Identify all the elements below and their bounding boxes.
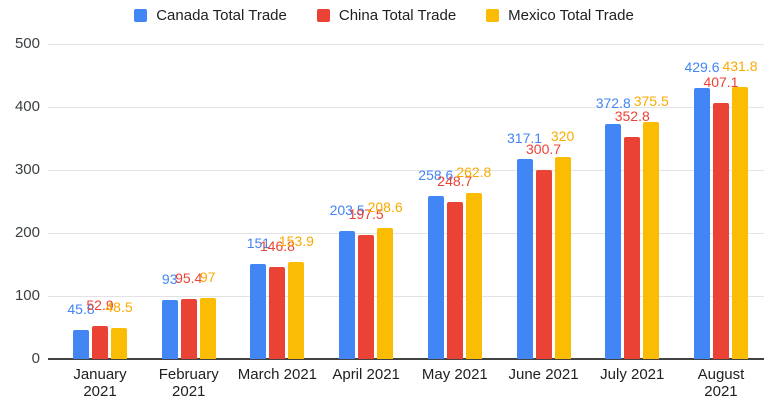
x-axis-label: April 2021 (332, 366, 400, 383)
bar-china-3 (269, 266, 286, 359)
x-axis-label: August 2021 (697, 366, 745, 400)
bar-value-label: 203.5 (329, 201, 365, 218)
bar-value-label: 48.5 (105, 299, 133, 316)
y-axis-tick-200: 200 (14, 224, 40, 241)
y-axis-tick-100: 100 (14, 287, 40, 304)
bar-canada-4 (339, 230, 356, 359)
y-axis-tick-500: 500 (14, 35, 40, 52)
bar-value-label: 153.9 (278, 233, 314, 250)
bar-canada-7 (605, 124, 622, 359)
x-axis-label: May 2021 (421, 366, 488, 383)
bar-value-label: 352.8 (614, 107, 650, 124)
bar-china-1 (92, 325, 108, 359)
legend-item-canada[interactable]: Canada Total Trade (134, 7, 287, 24)
legend-label: China Total Trade (338, 6, 457, 24)
bar-mexico-6 (554, 157, 571, 359)
bar-value-label: 407.1 (703, 73, 739, 90)
gridline-500 (48, 44, 764, 45)
x-axis-label: January 2021 (73, 366, 127, 400)
bar-value-label: 95.4 (175, 269, 203, 286)
x-axis-label: July 2021 (600, 366, 665, 383)
gridline-100 (48, 296, 764, 297)
bar-value-label: 208.6 (367, 198, 403, 215)
bar-value-label: 317.1 (507, 130, 543, 147)
gridline-400 (48, 107, 764, 108)
bar-value-label: 320 (550, 128, 575, 145)
legend-item-china[interactable]: China Total Trade (316, 6, 457, 24)
bar-value-label: 151 (246, 234, 271, 251)
bar-value-label: 52.9 (86, 296, 114, 313)
y-axis-tick-300: 300 (14, 161, 40, 178)
bar-mexico-4 (377, 227, 394, 359)
chart-legend: Canada Total Trade China Total Trade Mexic… (0, 2, 768, 28)
x-axis-label: June 2021 (508, 366, 579, 383)
legend-item-mexico[interactable]: Mexico Total Trade (486, 7, 634, 24)
bar-value-label: 97 (199, 268, 216, 285)
bar-china-7 (624, 136, 641, 359)
bar-value-label: 197.5 (348, 205, 384, 222)
y-axis-tick-0: 0 (31, 350, 40, 367)
bar-china-2 (180, 298, 197, 359)
bar-china-4 (358, 234, 375, 359)
bar-canada-1 (73, 330, 89, 359)
bar-canada-2 (161, 300, 178, 359)
x-axis-label: March 2021 (237, 366, 318, 383)
bar-value-label: 258.6 (418, 167, 454, 184)
x-axis-baseline (48, 358, 764, 360)
legend-swatch-icon (486, 8, 500, 22)
bar-canada-5 (427, 196, 444, 359)
bar-canada-3 (250, 263, 267, 359)
bar-value-label: 375.5 (633, 93, 669, 110)
bar-value-label: 248.7 (437, 173, 473, 190)
bar-value-label: 45.8 (67, 301, 95, 318)
bar-value-label: 300.7 (526, 140, 562, 157)
bar-china-5 (446, 202, 463, 359)
bar-mexico-2 (199, 297, 216, 359)
bar-china-6 (535, 169, 552, 359)
gridline-300 (48, 170, 764, 171)
bar-value-label: 93 (161, 271, 178, 288)
bar-canada-6 (516, 159, 533, 359)
bar-mexico-3 (288, 262, 305, 359)
bar-canada-8 (693, 88, 710, 359)
gridline-200 (48, 233, 764, 234)
legend-swatch-icon (134, 8, 148, 22)
bar-value-label: 146.8 (259, 237, 295, 254)
bar-value-label: 262.8 (456, 164, 492, 181)
bar-mexico-5 (465, 193, 482, 359)
bar-mexico-8 (731, 86, 748, 359)
legend-label: Canada Total Trade (156, 6, 287, 24)
bar-mexico-7 (643, 122, 660, 359)
bar-mexico-1 (111, 328, 127, 359)
x-axis-label: February 2021 (158, 366, 219, 400)
bar-china-8 (712, 102, 729, 359)
bar-value-label: 431.8 (722, 57, 758, 74)
bar-value-label: 429.6 (684, 59, 720, 76)
y-axis-tick-400: 400 (14, 98, 40, 115)
legend-swatch-icon (316, 8, 330, 22)
bar-value-label: 372.8 (595, 95, 631, 112)
legend-label: Mexico Total Trade (508, 6, 634, 24)
